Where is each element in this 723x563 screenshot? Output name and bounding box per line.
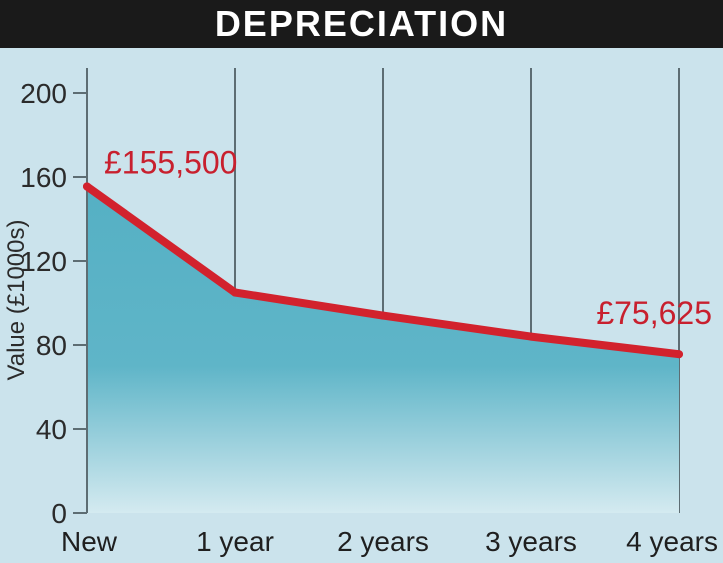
x-tick-label-1-year: 1 year bbox=[196, 526, 274, 557]
x-tick-label-New: New bbox=[61, 526, 118, 557]
y-axis-label: Value (£1000s) bbox=[3, 220, 30, 381]
y-tick-label-120: 120 bbox=[20, 246, 67, 277]
data-point-1-year bbox=[231, 288, 239, 297]
y-tick-label-80: 80 bbox=[36, 330, 67, 361]
x-tick-label-2-years: 2 years bbox=[337, 526, 429, 557]
data-point-New bbox=[83, 182, 91, 191]
title-bar bbox=[0, 0, 723, 48]
data-point-2-years bbox=[379, 311, 387, 320]
data-point-4-years bbox=[675, 350, 683, 359]
value-area bbox=[87, 186, 679, 513]
y-tick-label-40: 40 bbox=[36, 414, 67, 445]
data-label-New: £155,500 bbox=[104, 144, 237, 180]
x-tick-label-3-years: 3 years bbox=[485, 526, 577, 557]
chart-title: DEPRECIATION bbox=[214, 3, 509, 44]
data-point-3-years bbox=[527, 332, 535, 341]
y-tick-label-160: 160 bbox=[20, 162, 67, 193]
x-tick-label-4-years: 4 years bbox=[626, 526, 718, 557]
data-label-4-years: £75,625 bbox=[596, 295, 712, 331]
y-tick-label-0: 0 bbox=[51, 498, 67, 529]
y-tick-label-200: 200 bbox=[20, 78, 67, 109]
